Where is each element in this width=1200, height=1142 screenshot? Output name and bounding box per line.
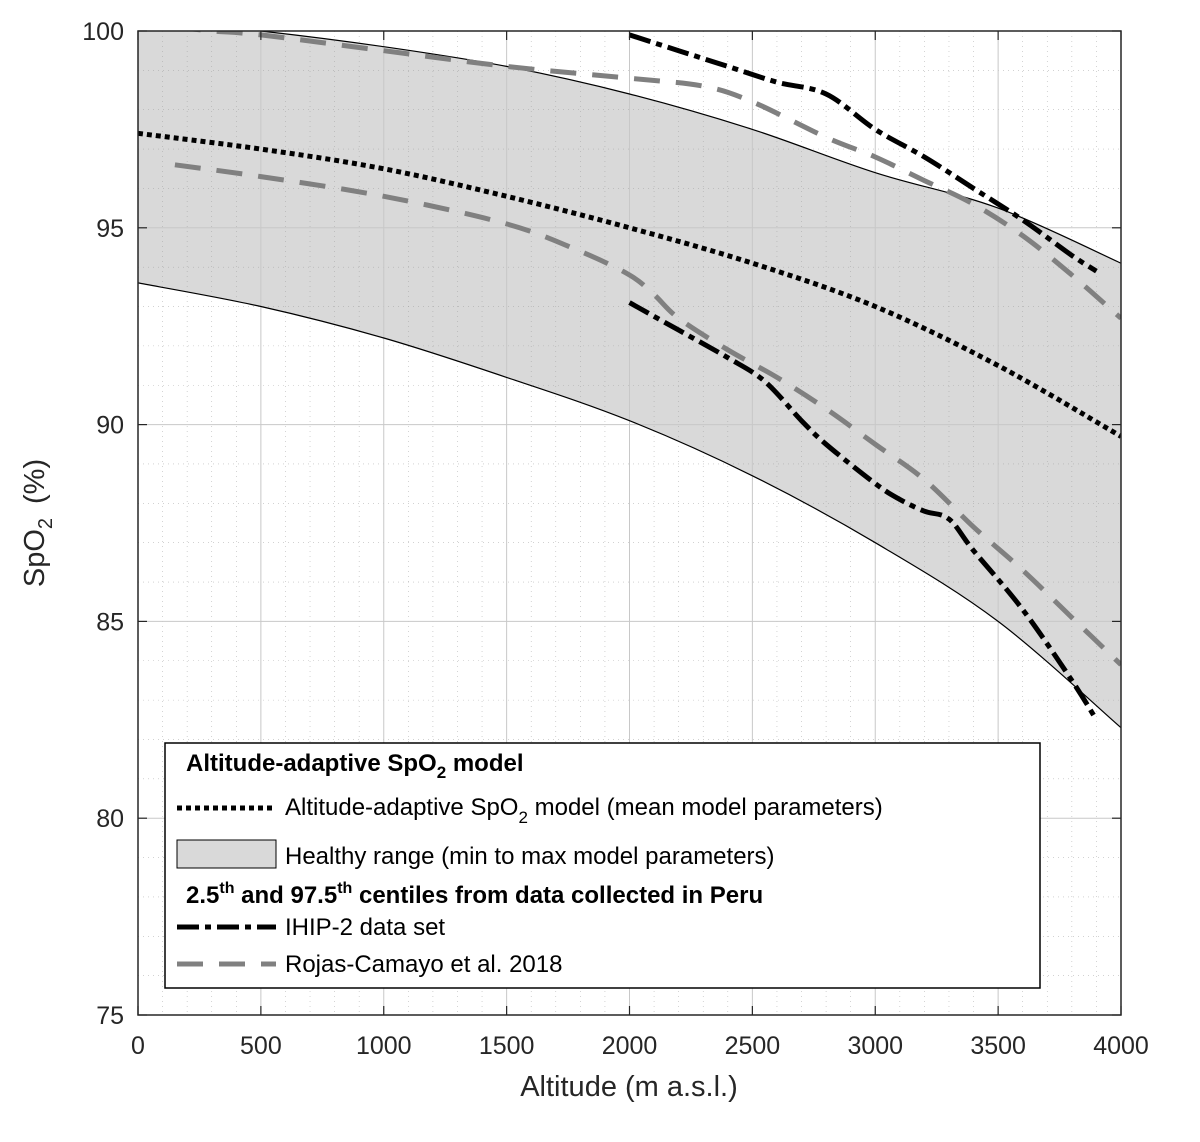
y-tick-label: 75 xyxy=(96,1002,124,1030)
y-axis-label-sub: 2 xyxy=(35,518,57,529)
legend-header-centiles: 2.5th and 97.5th centiles from data coll… xyxy=(186,880,763,909)
legend: Altitude-adaptive SpO2 model Altitude-ad… xyxy=(164,742,1041,989)
x-tick-layer: 0 500 1000 1500 2000 2500 3000 3500 4000 xyxy=(131,31,1149,1060)
legend-swatch-band xyxy=(176,839,277,869)
x-tick-label: 2500 xyxy=(725,1032,781,1060)
x-tick-label: 4000 xyxy=(1093,1032,1149,1060)
x-tick-label: 3500 xyxy=(970,1032,1026,1060)
legend-item-rojas: Rojas-Camayo et al. 2018 xyxy=(285,951,562,978)
legend-item-band: Healthy range (min to max model paramete… xyxy=(285,843,775,870)
series-dashed-line-2-1 xyxy=(174,162,1121,667)
series-layer xyxy=(138,31,1121,729)
x-tick-label: 3000 xyxy=(847,1032,903,1060)
legend-header-centiles-c: centiles from data collected in Peru xyxy=(352,882,763,909)
y-axis-label-main: SpO xyxy=(19,529,51,587)
y-axis-label-unit: (%) xyxy=(19,459,51,504)
legend-header-centiles-sup2: th xyxy=(337,880,352,897)
series-dashdot-line-1-0 xyxy=(628,32,1098,274)
y-tick-label: 85 xyxy=(96,608,124,636)
legend-header-model-sub: 2 xyxy=(437,763,446,782)
y-tick-label: 95 xyxy=(96,215,124,243)
legend-header-centiles-sup1: th xyxy=(219,880,234,897)
x-tick-label: 0 xyxy=(131,1032,145,1060)
y-tick-layer: 75 80 85 90 95 100 xyxy=(82,18,1121,1030)
legend-item-model-post: model (mean model parameters) xyxy=(528,794,883,821)
legend-header-model-post: model xyxy=(446,750,523,777)
legend-item-model: Altitude-adaptive SpO2 model (mean model… xyxy=(285,794,883,827)
x-tick-label: 1000 xyxy=(356,1032,412,1060)
x-tick-label: 2000 xyxy=(602,1032,658,1060)
legend-box xyxy=(164,742,1041,989)
y-tick-label: 90 xyxy=(96,412,124,440)
legend-header-model: Altitude-adaptive SpO2 model xyxy=(186,750,524,782)
legend-item-ihip: IHIP-2 data set xyxy=(285,914,445,941)
healthy-range-lower-line xyxy=(138,282,1121,729)
y-tick-label: 100 xyxy=(82,18,124,46)
legend-header-centiles-b: and 97.5 xyxy=(234,882,337,909)
series-dashed-line-2-0 xyxy=(187,31,1121,321)
y-axis-label: SpO2 (%) xyxy=(19,459,57,587)
legend-header-centiles-a: 2.5 xyxy=(186,882,219,909)
legend-item-model-pre: Altitude-adaptive SpO xyxy=(285,794,518,821)
legend-header-model-pre: Altitude-adaptive SpO xyxy=(186,750,437,777)
y-tick-label: 80 xyxy=(96,805,124,833)
x-tick-label: 500 xyxy=(240,1032,282,1060)
x-tick-label: 1500 xyxy=(479,1032,535,1060)
legend-item-model-sub: 2 xyxy=(518,808,527,827)
x-axis-label: Altitude (m a.s.l.) xyxy=(520,1071,738,1103)
series-dashdot-line-1-1 xyxy=(628,300,1099,722)
